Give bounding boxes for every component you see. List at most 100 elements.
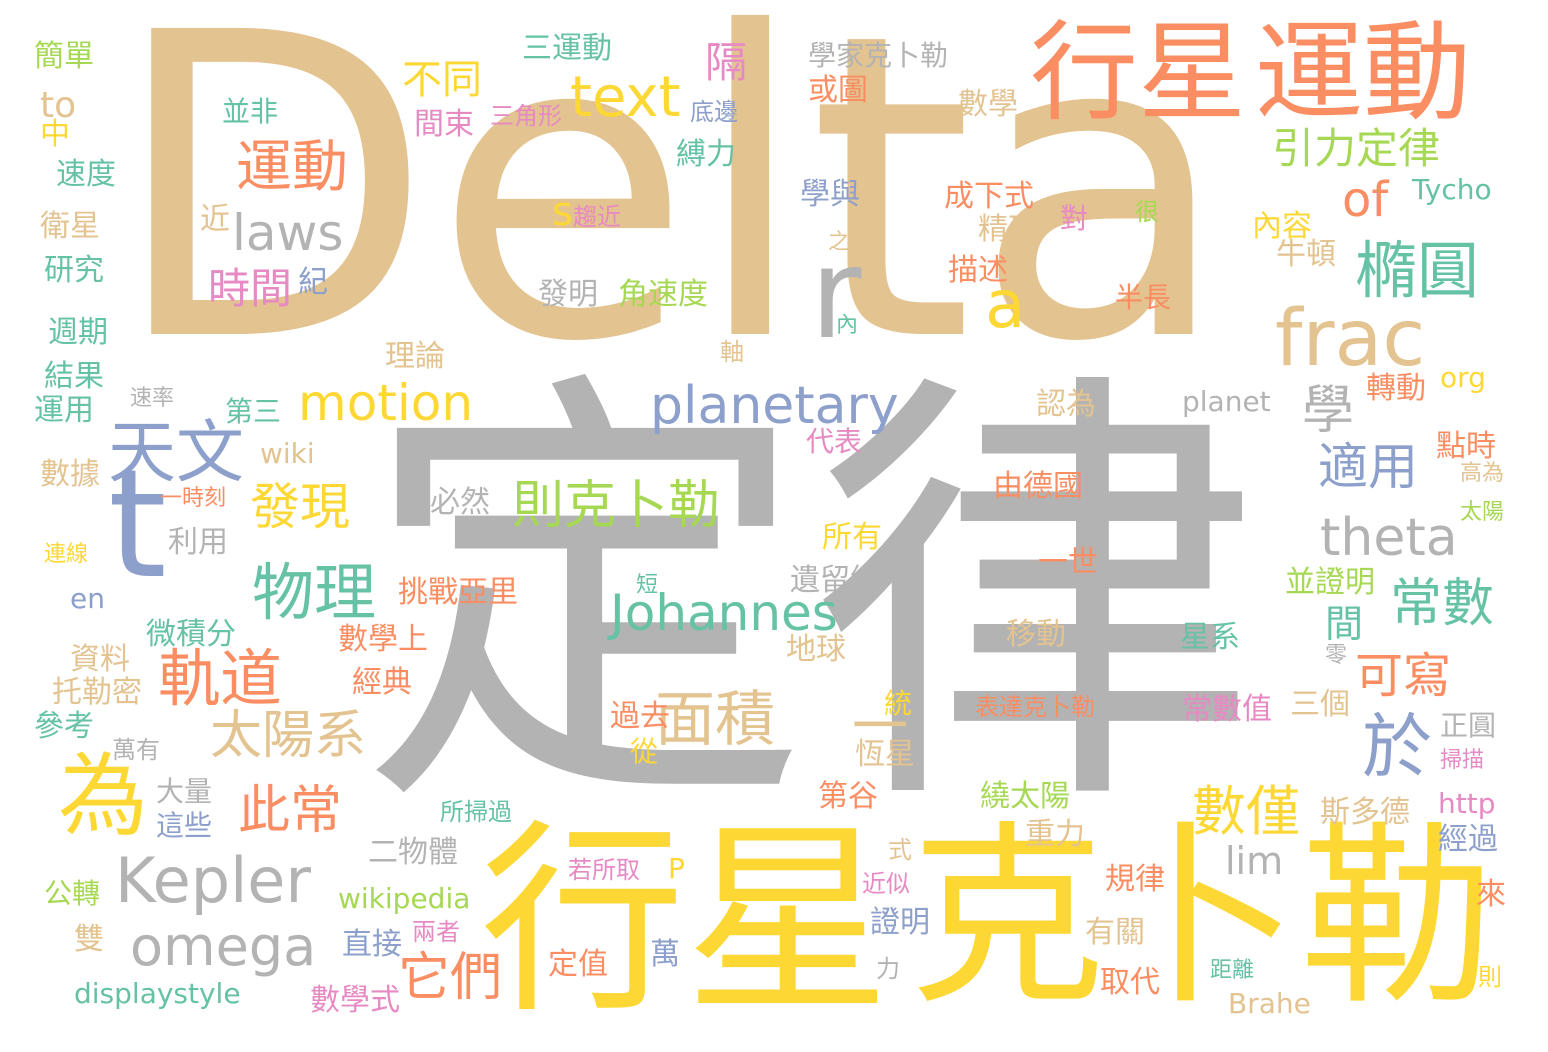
word-wei: 為 — [58, 744, 148, 849]
word-jianshu: 間束 — [414, 107, 474, 142]
word-jinsi: 近似 — [862, 870, 910, 898]
word-shuxueshi: 數學式 — [310, 983, 400, 1018]
word-zhijie: 直接 — [342, 927, 402, 962]
word-yundong-large: 運動 — [1255, 11, 1472, 136]
word-shijian: 時間 — [208, 264, 293, 313]
word-johannes: Johannes — [610, 584, 838, 642]
word-zhong: 中 — [40, 117, 70, 152]
word-planetary: planetary — [650, 376, 899, 436]
word-of: of — [1342, 172, 1389, 228]
word-gaowei: 高為 — [1460, 461, 1505, 486]
word-jin: 近 — [200, 202, 230, 237]
word-sanjiaoxing: 三角形 — [490, 102, 562, 130]
word-changshuzhi: 常數值 — [1182, 692, 1272, 727]
word-lilun: 理論 — [385, 339, 445, 374]
word-en: en — [70, 582, 105, 615]
word-s: s — [552, 189, 573, 235]
word-p: P — [668, 852, 685, 885]
word-frac: frac — [1275, 294, 1426, 384]
word-weixing: 衛星 — [40, 209, 100, 244]
word-shuxueshang: 數學上 — [338, 622, 428, 657]
word-erwuti: 二物體 — [368, 835, 458, 870]
word-lim: lim — [1225, 839, 1284, 883]
word-duan: 短 — [636, 573, 659, 598]
word-shiyong: 適用 — [1318, 438, 1418, 496]
word-shuju: 數據 — [40, 457, 100, 492]
word-daliang: 大量 — [156, 775, 213, 808]
word-r: r — [810, 222, 862, 367]
word-juli: 距離 — [1210, 958, 1255, 983]
word-saomiao: 掃描 — [1440, 748, 1485, 773]
word-tong: 統 — [884, 687, 913, 720]
word-to: to — [40, 85, 77, 126]
word-wanyou: 萬有 — [112, 736, 160, 764]
word-yi: 一 — [852, 695, 908, 760]
word-wiki: wiki — [260, 437, 315, 470]
word-yishi: 一世 — [1038, 545, 1098, 580]
word-wuli: 物理 — [252, 556, 377, 629]
word-dibian: 底邊 — [690, 98, 738, 126]
word-shuang: 雙 — [74, 922, 104, 957]
word-kebule: 克卜勒 — [910, 804, 1495, 1031]
word-cichang: 此常 — [238, 781, 343, 841]
word-tuolemi: 托勒密 — [52, 675, 142, 710]
word-shi: 式 — [888, 836, 912, 864]
word-delta: Delta — [110, 0, 1231, 434]
word-yundong-small: 運動 — [236, 135, 348, 200]
word-cong: 從 — [630, 735, 659, 768]
word-dui: 對 — [1060, 202, 1089, 235]
word-omega: omega — [130, 915, 317, 978]
word-bingzhengming: 並證明 — [1285, 565, 1375, 600]
word-yunyong: 運用 — [34, 393, 94, 428]
word-xingxing-yellow: 行星 — [480, 803, 890, 1041]
word-xingxing-orange: 行星 — [1030, 11, 1247, 136]
word-shujin: 數僅 — [1192, 780, 1300, 843]
word-wikipedia: wikipedia — [338, 882, 471, 915]
word-zhexie: 這些 — [156, 809, 213, 842]
word-taiyang: 太陽 — [1460, 500, 1505, 525]
word-brahe: Brahe — [1228, 987, 1311, 1020]
word-faming: 發明 — [538, 277, 598, 312]
word-yanjiu: 研究 — [44, 253, 104, 288]
word-raotaiyang: 繞太陽 — [980, 779, 1070, 814]
word-guoqu: 過去 — [610, 699, 670, 734]
word-youdeguo: 由德國 — [993, 469, 1083, 504]
word-kexie: 可寫 — [1355, 648, 1452, 704]
word-tianwen: 天文 — [108, 414, 245, 493]
word-xue: 學 — [1302, 381, 1355, 441]
word-guidao: 軌道 — [158, 642, 283, 715]
word-miaoshu: 描述 — [948, 253, 1008, 288]
word-zekebule: 則克卜勒 — [512, 476, 721, 536]
word-zhengyuan: 正圓 — [1440, 709, 1497, 742]
word-tiaozhanyali: 挑戰亞里 — [398, 575, 518, 610]
word-ling: 零 — [1325, 643, 1348, 668]
word-ruosuoqu: 若所取 — [568, 856, 640, 884]
word-butong: 不同 — [402, 57, 482, 103]
word-zhou: 軸 — [720, 338, 744, 366]
word-weijifen: 微積分 — [146, 617, 236, 652]
word-yidong: 移動 — [1006, 617, 1066, 652]
word-sudu: 速度 — [56, 157, 116, 192]
word-http: http — [1438, 787, 1496, 820]
word-jingguo: 經過 — [1438, 822, 1498, 857]
word-jiandan: 簡單 — [34, 39, 94, 74]
word-ji: 紀 — [298, 265, 328, 300]
word-displaystyle: displaystyle — [74, 977, 241, 1010]
word-lai: 來 — [1476, 877, 1506, 912]
word-dingzhi: 定值 — [548, 947, 608, 982]
word-liyong: 利用 — [168, 525, 228, 560]
word-yishike: 一時刻 — [160, 486, 227, 511]
word-motion: motion — [298, 374, 474, 432]
word-bingfei: 並非 — [222, 95, 279, 128]
word-chengxiashi: 成下式 — [944, 179, 1034, 214]
word-fuli: 縛力 — [676, 137, 736, 172]
word-tycho: Tycho — [1412, 173, 1492, 206]
word-hen: 很 — [1135, 198, 1159, 226]
word-dianshi: 點時 — [1436, 429, 1496, 464]
word-quji: 趨近 — [573, 203, 621, 231]
word-mianji: 面積 — [655, 685, 775, 755]
word-gongzhuan: 公轉 — [44, 877, 101, 910]
word-shuxue: 數學 — [958, 87, 1018, 122]
word-huotu: 或圖 — [808, 73, 868, 108]
